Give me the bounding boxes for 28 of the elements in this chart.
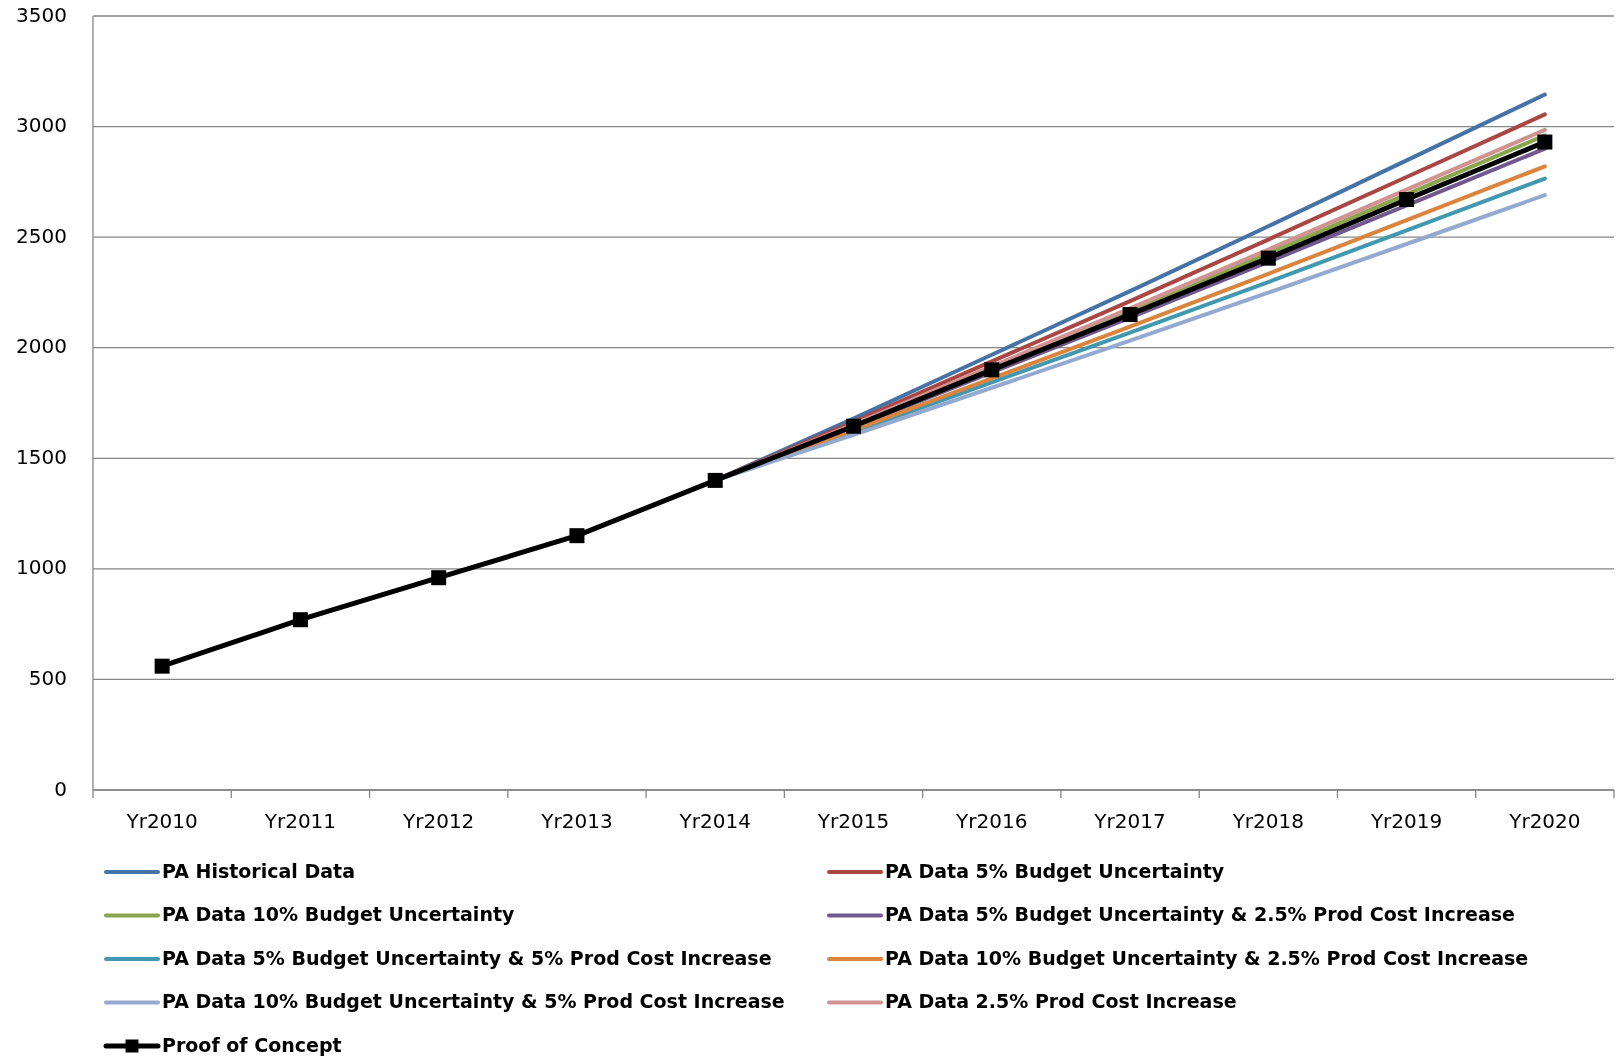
y-tick-label: 3500: [16, 2, 67, 27]
y-tick-label: 1500: [16, 444, 67, 469]
y-tick-label: 2000: [16, 334, 67, 359]
legend-label: PA Data 5% Budget Uncertainty: [885, 859, 1225, 882]
x-tick-label: Yr2015: [816, 808, 890, 833]
x-tick-label: Yr2012: [402, 808, 475, 833]
legend-label: PA Historical Data: [162, 859, 355, 882]
x-tick-label: Yr2016: [955, 808, 1028, 833]
y-tick-label: 3000: [16, 113, 67, 138]
x-tick-label: Yr2018: [1231, 808, 1304, 833]
x-tick-label: Yr2014: [678, 808, 751, 833]
legend-label: PA Data 5% Budget Uncertainty & 5% Prod Cost Increase: [162, 946, 772, 969]
x-tick-label: Yr2011: [263, 808, 337, 833]
legend-label: PA Data 10% Budget Uncertainty: [162, 903, 515, 925]
legend-label: PA Data 5% Budget Uncertainty & 2.5% Prod Cost Increase: [885, 903, 1515, 925]
legend-label: PA Data 10% Budget Uncertainty & 5% Prod Cost Increase: [162, 990, 785, 1012]
y-tick-label: 500: [28, 665, 67, 690]
legend-label: PA Data 10% Budget Uncertainty & 2.5% Prod Cost Increase: [885, 946, 1529, 969]
legend-label: Proof of Concept: [162, 1033, 342, 1056]
x-tick-label: Yr2020: [1508, 808, 1581, 833]
legend-label: PA Data 2.5% Prod Cost Increase: [885, 990, 1237, 1012]
y-tick-label: 1000: [16, 555, 67, 580]
x-tick-label: Yr2013: [540, 808, 613, 833]
x-tick-label: Yr2010: [125, 808, 198, 833]
y-tick-label: 0: [54, 776, 67, 801]
y-tick-label: 2500: [16, 223, 67, 248]
x-tick-label: Yr2019: [1369, 808, 1443, 833]
x-tick-label: Yr2017: [1093, 808, 1166, 833]
